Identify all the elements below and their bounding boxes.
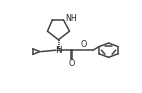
Text: N: N — [55, 46, 62, 55]
Text: O: O — [81, 40, 87, 49]
Text: NH: NH — [66, 14, 77, 23]
Text: O: O — [68, 60, 75, 69]
